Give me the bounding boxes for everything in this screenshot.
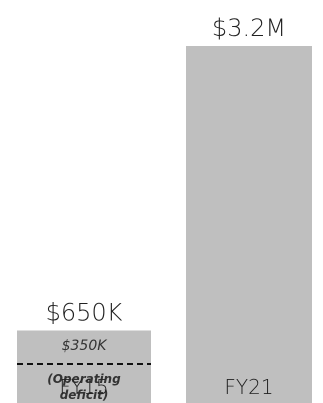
deficit-note-line1: (Operating [47,372,121,386]
labels-layer: $650K FY15 $3.2M FY21 [46,14,286,399]
deficit-value-label: $350K [62,338,109,354]
category-label-fy21: FY21 [224,375,273,399]
value-label-fy15: $650K [46,298,123,326]
bar-fy15 [17,330,151,403]
deficit-note-line2: deficit) [60,388,109,402]
bar-fy21 [186,46,312,403]
bars-layer [17,46,312,403]
annotation-layer: $350K (Operating deficit) [17,338,151,402]
category-label-fy15: FY15 [59,375,108,399]
value-label-fy21: $3.2M [212,14,286,42]
